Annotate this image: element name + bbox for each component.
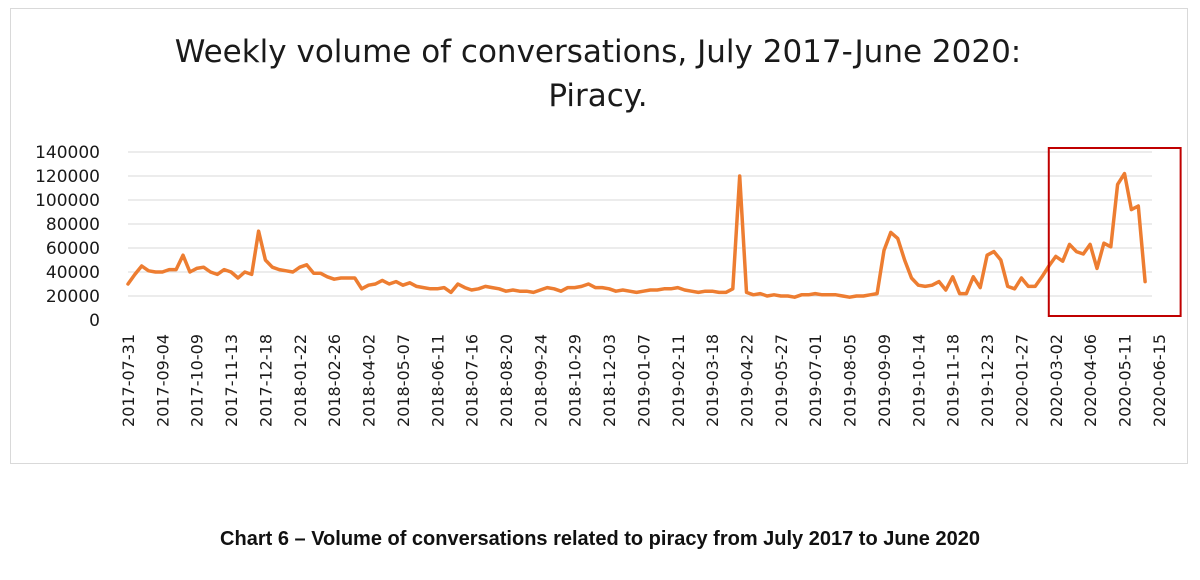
x-tick-label: 2019-07-01 <box>806 334 825 427</box>
x-tick-label: 2020-04-06 <box>1081 334 1100 427</box>
figure-caption: Chart 6 – Volume of conversations relate… <box>220 528 980 550</box>
x-tick-label: 2018-06-11 <box>428 334 447 427</box>
x-tick-label: 2018-05-07 <box>394 334 413 427</box>
x-tick-label: 2020-06-15 <box>1150 334 1169 427</box>
y-tick-label: 140000 <box>35 143 100 163</box>
x-tick-label: 2019-10-14 <box>909 334 928 427</box>
y-tick-label: 40000 <box>46 263 100 283</box>
x-tick-label: 2018-09-24 <box>531 334 550 427</box>
x-tick-label: 2017-07-31 <box>119 334 138 427</box>
y-axis-ticks: 0 20000 40000 60000 80000 100000 120000 140000 <box>35 143 100 331</box>
series-line <box>126 171 1147 299</box>
x-tick-label: 2018-04-02 <box>360 334 379 427</box>
x-tick-label: 2020-01-27 <box>1012 334 1031 427</box>
highlight-layer <box>1047 147 1182 317</box>
y-tick-label: 20000 <box>46 287 100 307</box>
x-tick-label: 2017-11-13 <box>222 334 241 427</box>
x-axis-ticks: 2017-07-31 2017-09-04 2017-10-09 2017-11-13… <box>119 334 1169 427</box>
x-tick-label: 2018-07-16 <box>463 334 482 427</box>
x-tick-label: 2018-12-03 <box>600 334 619 427</box>
line-chart: Weekly volume of conversations, July 201… <box>35 34 1182 427</box>
x-tick-label: 2019-02-11 <box>669 334 688 427</box>
chart-title-line-1: Weekly volume of conversations, July 201… <box>175 34 1022 70</box>
x-tick-label: 2017-12-18 <box>256 334 275 427</box>
x-tick-label: 2019-09-09 <box>875 334 894 427</box>
x-tick-label: 2019-12-23 <box>978 334 997 427</box>
y-tick-label: 80000 <box>46 215 100 235</box>
x-tick-label: 2017-10-09 <box>188 334 207 427</box>
highlight-box <box>1047 147 1182 317</box>
x-tick-label: 2019-04-22 <box>738 334 757 427</box>
y-tick-label: 60000 <box>46 239 100 259</box>
x-tick-label: 2017-09-04 <box>153 334 172 427</box>
x-tick-label: 2018-01-22 <box>291 334 310 427</box>
series-layer <box>126 171 1147 299</box>
x-tick-label: 2019-03-18 <box>703 334 722 427</box>
y-tick-label: 0 <box>89 311 100 331</box>
x-tick-label: 2019-11-18 <box>944 334 963 427</box>
x-tick-label: 2018-10-29 <box>566 334 585 427</box>
x-tick-label: 2018-08-20 <box>497 334 516 427</box>
x-tick-label: 2019-08-05 <box>841 334 860 427</box>
x-tick-label: 2019-01-07 <box>634 334 653 427</box>
x-tick-label: 2018-02-26 <box>325 334 344 427</box>
y-tick-label: 100000 <box>35 191 100 211</box>
x-tick-label: 2019-05-27 <box>772 334 791 427</box>
chart-frame <box>10 8 1188 464</box>
x-tick-label: 2020-05-11 <box>1116 334 1135 427</box>
x-tick-label: 2020-03-02 <box>1047 334 1066 427</box>
gridlines <box>128 151 1152 297</box>
y-tick-label: 120000 <box>35 167 100 187</box>
chart-title-line-2: Piracy. <box>548 78 647 114</box>
